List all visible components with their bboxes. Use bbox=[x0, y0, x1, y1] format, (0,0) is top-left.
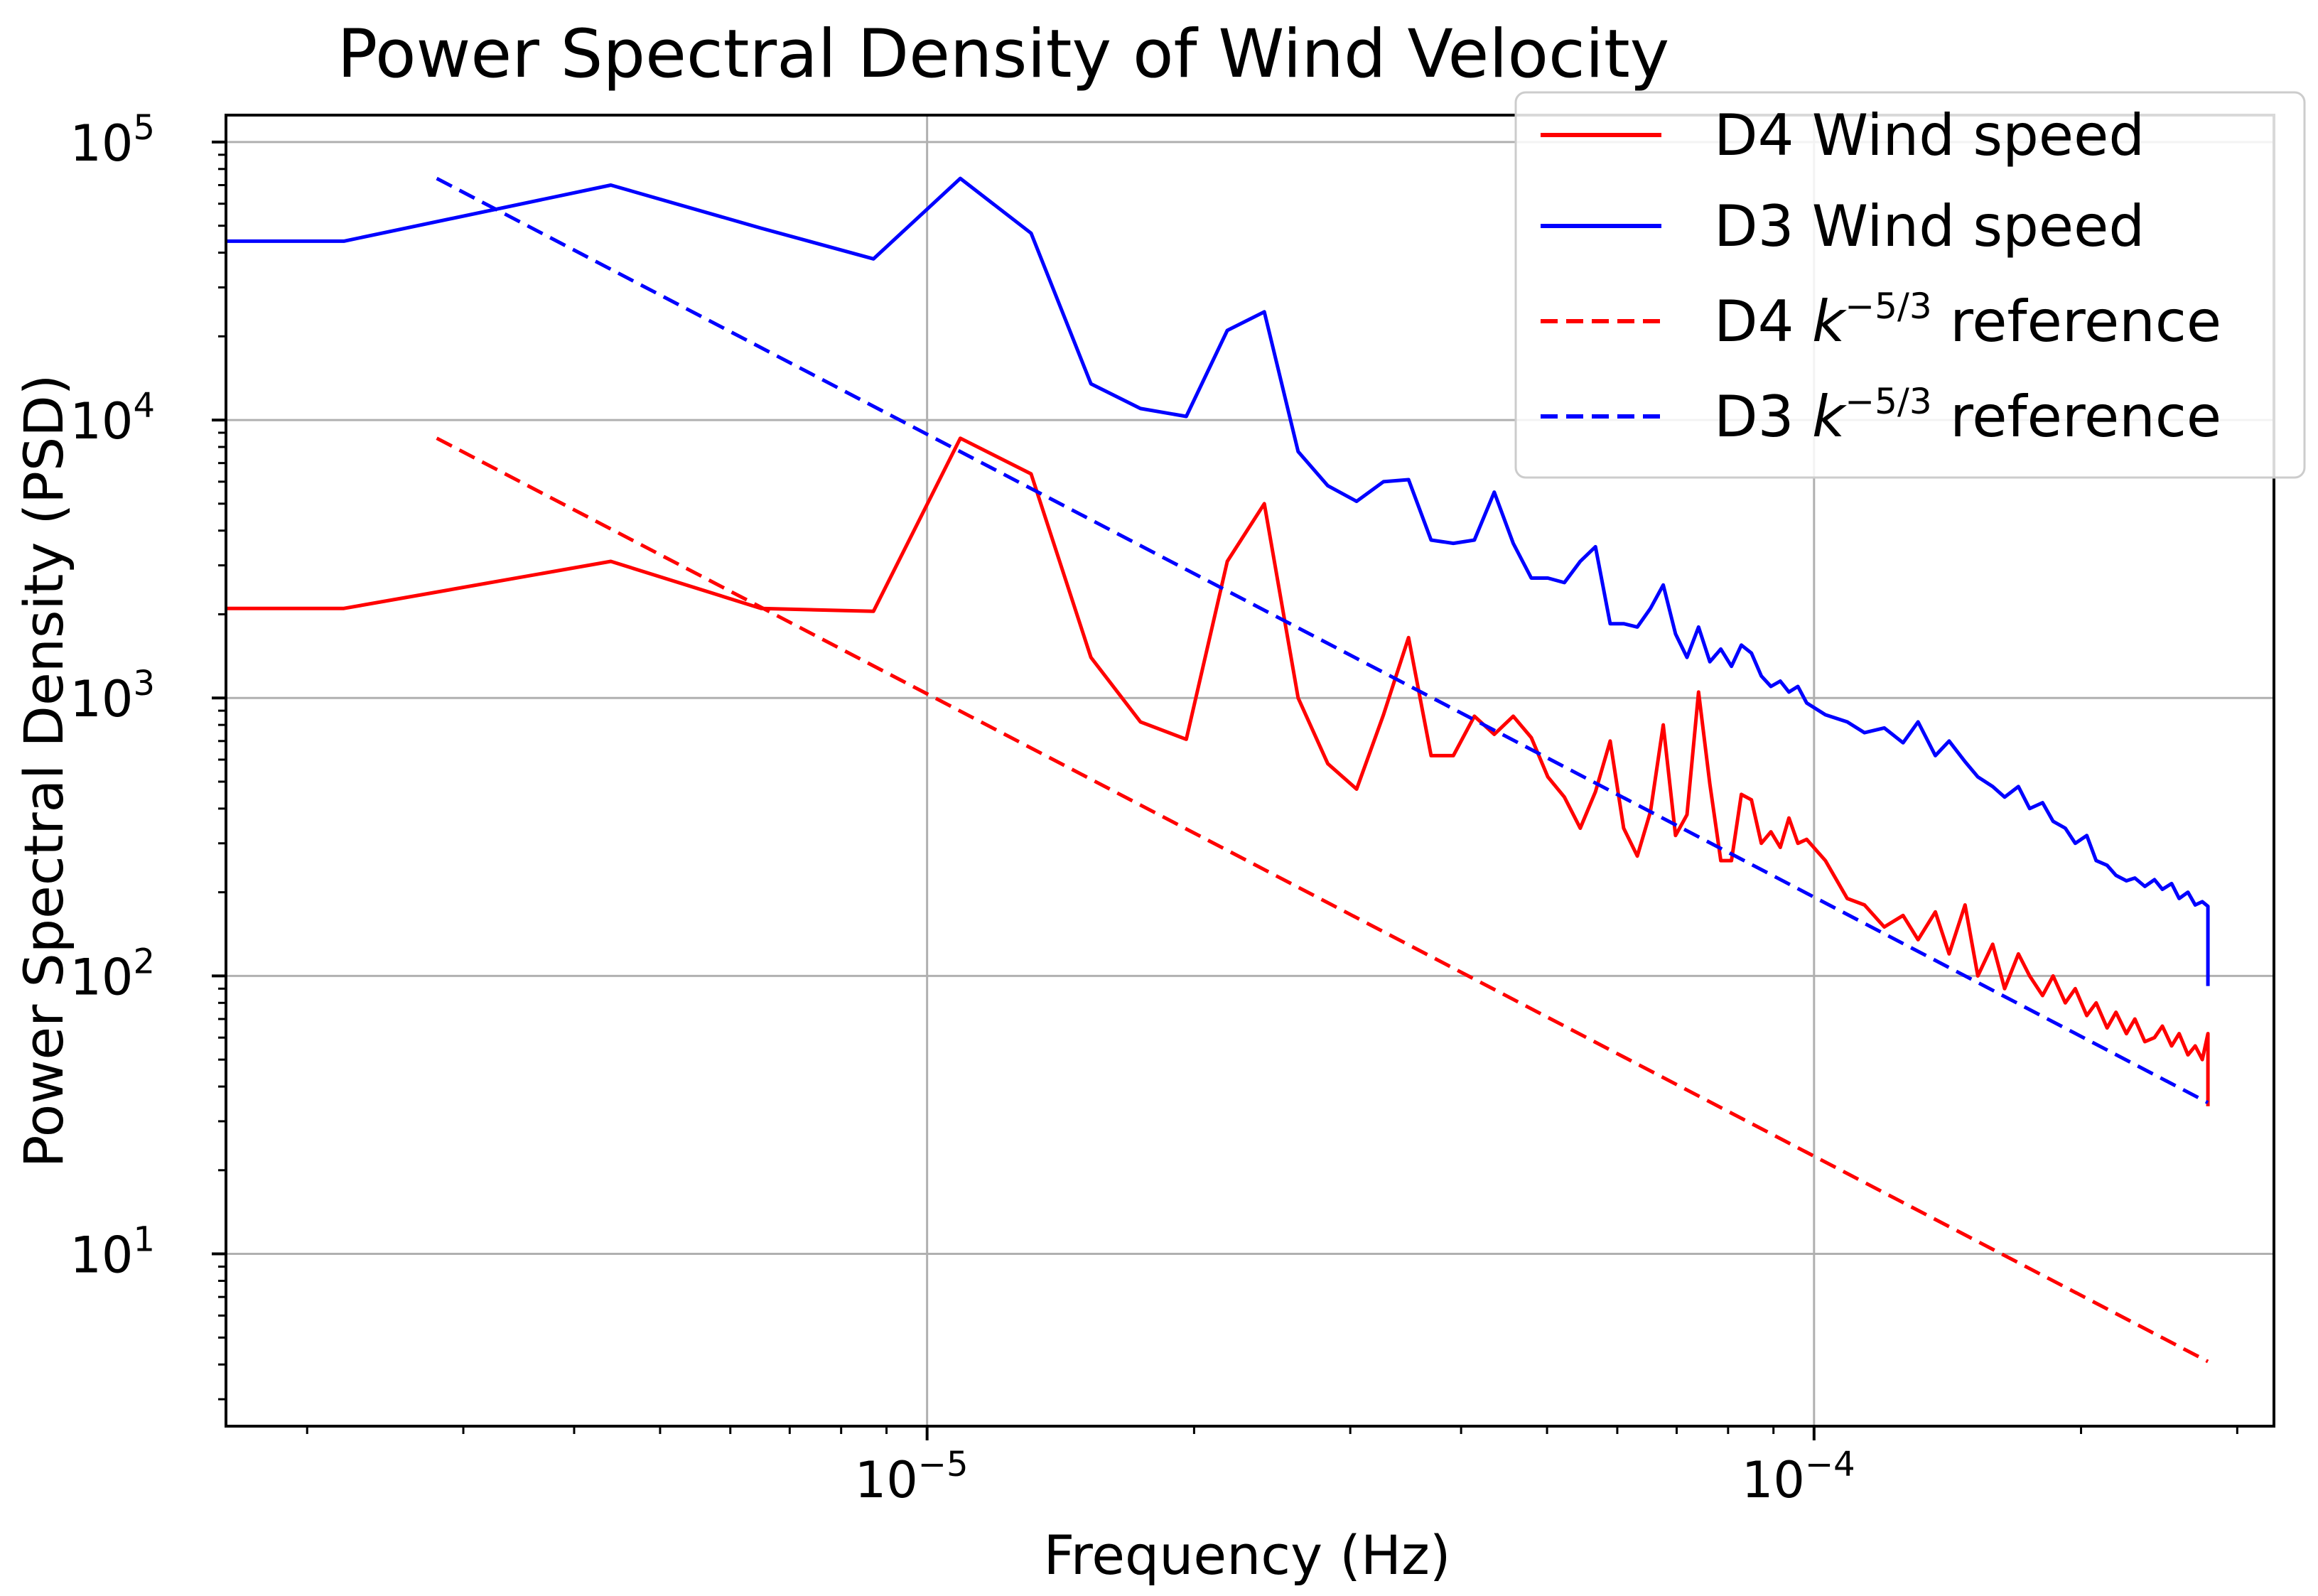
y-tick-label: 101 bbox=[70, 1220, 155, 1285]
y-tick-label: 105 bbox=[70, 108, 155, 173]
series-line-d3-k-5-3-reference bbox=[436, 176, 2209, 1104]
x-axis-ticks: 10−5 10−4 bbox=[855, 1426, 1855, 1509]
y-tick-label: 104 bbox=[70, 386, 155, 451]
y-axis-ticks: 101 102 103 104 105 bbox=[70, 108, 226, 1285]
legend-label-d4-ref: D4 k−5/3 reference bbox=[1714, 286, 2221, 355]
y-axis-label: Power Spectral Density (PSD) bbox=[12, 374, 75, 1168]
legend: D4 Wind speed D3 Wind speed D4 k−5/3 ref… bbox=[1514, 91, 2306, 479]
legend-label-d3-ref: D3 k−5/3 reference bbox=[1714, 381, 2221, 450]
y-tick-label: 102 bbox=[70, 942, 155, 1006]
series-line-d4-wind-speed bbox=[226, 436, 2210, 1106]
x-axis-label: Frequency (Hz) bbox=[1043, 1524, 1450, 1587]
x-tick-label: 10−4 bbox=[1742, 1445, 1855, 1509]
plot-frame bbox=[225, 114, 2275, 1428]
series-line-d3-wind-speed bbox=[226, 176, 2210, 986]
x-tick-label: 10−5 bbox=[855, 1445, 969, 1509]
series-lines bbox=[226, 176, 2210, 1364]
series-line-d4-k-5-3-reference bbox=[436, 436, 2209, 1364]
legend-label-d3-wind: D3 Wind speed bbox=[1714, 193, 2145, 259]
y-tick-label: 103 bbox=[70, 664, 155, 728]
legend-label-d4-wind: D4 Wind speed bbox=[1714, 102, 2145, 168]
chart-title: Power Spectral Density of Wind Velocity bbox=[338, 16, 1670, 93]
legend-box bbox=[1514, 91, 2306, 479]
